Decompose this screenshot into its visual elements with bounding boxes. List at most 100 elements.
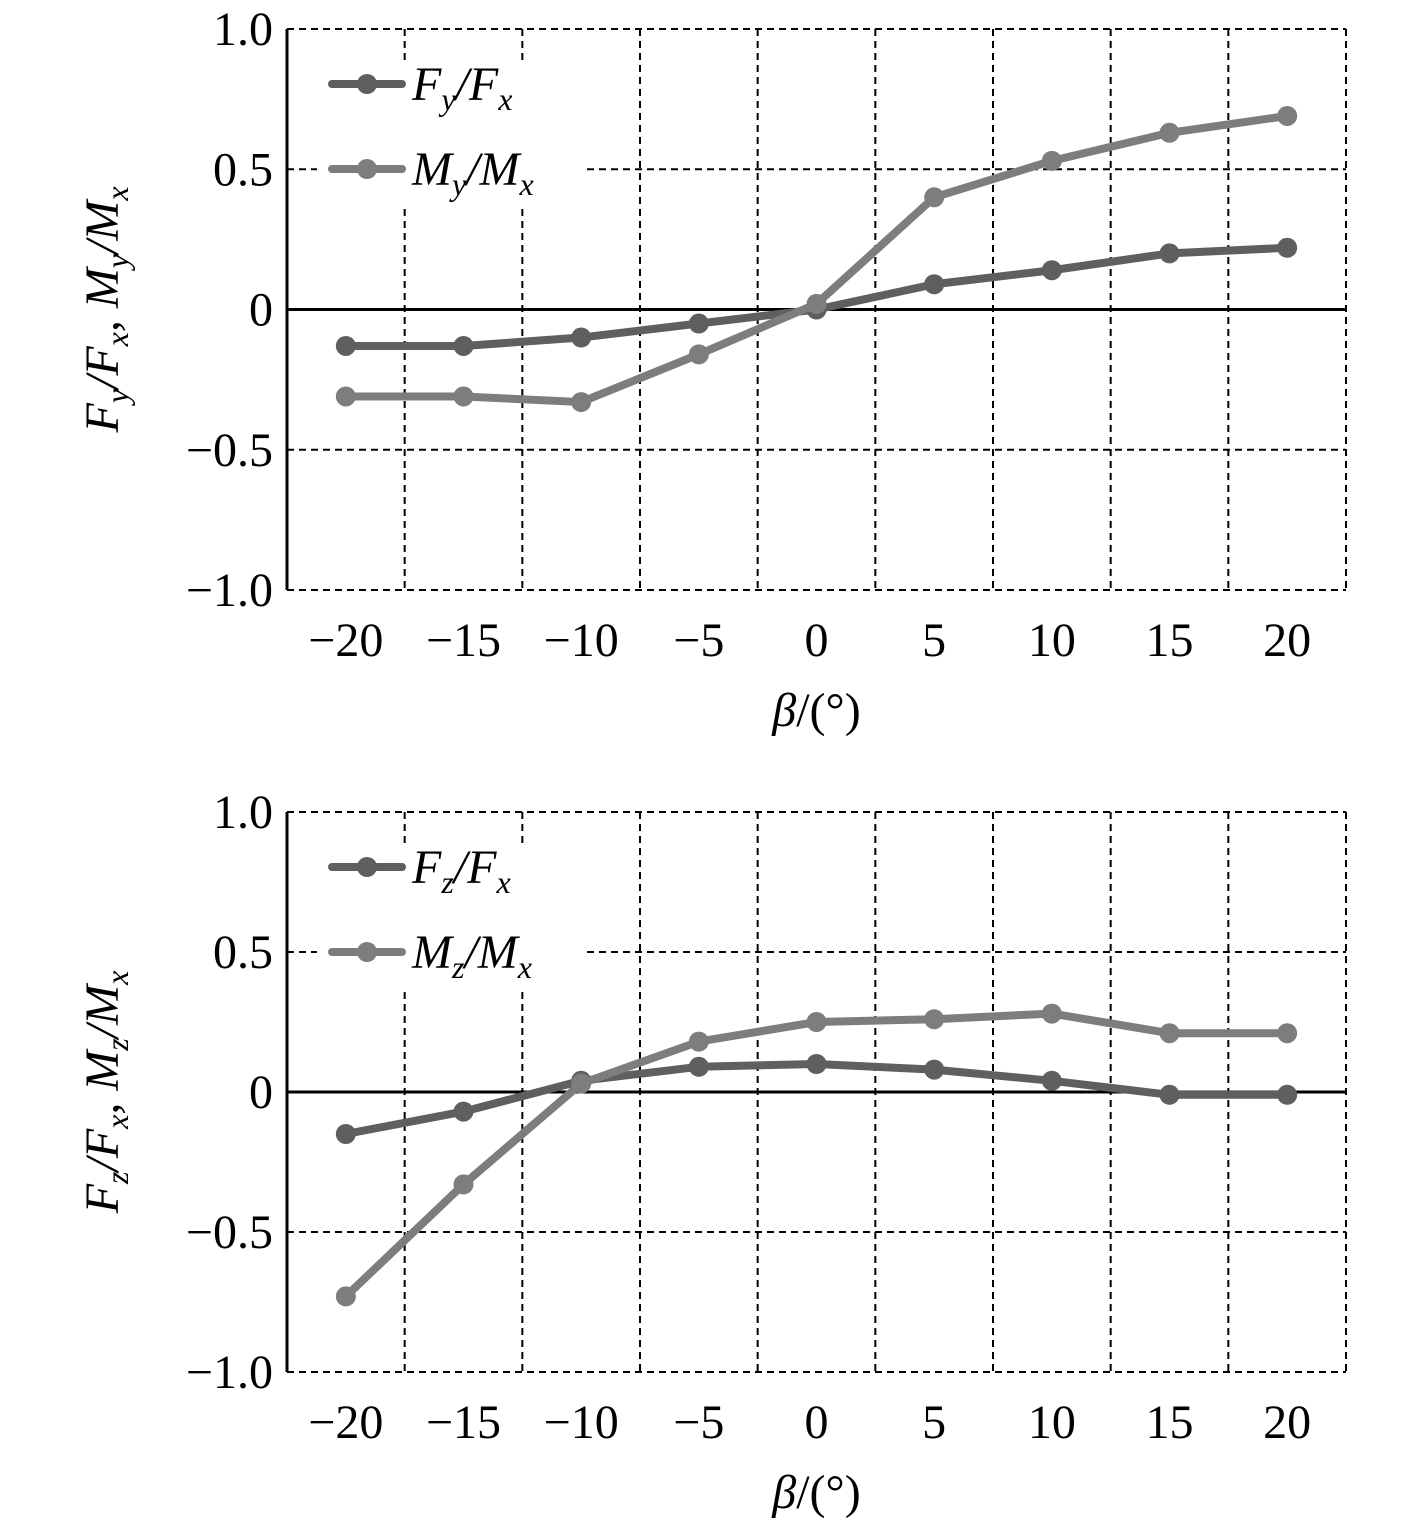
y-label-sub: y xyxy=(99,253,135,271)
y-label-part: , M xyxy=(76,265,129,332)
y-tick-label: 1.0 xyxy=(213,786,273,839)
legend-swatch-marker xyxy=(357,74,377,94)
y-axis-label: Fz/Fx, Mz/Mx xyxy=(76,971,135,1215)
y-label-sub: y xyxy=(99,388,135,406)
y-label-sub: x xyxy=(99,186,135,201)
data-point xyxy=(335,386,356,407)
data-point xyxy=(1041,150,1062,171)
legend-label-part: /F xyxy=(451,841,497,894)
legend-label-sub: z xyxy=(451,949,465,985)
legend-label: Fz/Fx xyxy=(411,841,511,900)
data-point xyxy=(688,313,709,334)
data-point xyxy=(806,293,827,314)
data-point xyxy=(335,335,356,356)
data-point xyxy=(453,1174,474,1195)
y-label-part: /F xyxy=(76,1128,129,1174)
y-label-part: , M xyxy=(76,1048,129,1115)
data-point xyxy=(1041,1070,1062,1091)
y-tick-label: 0 xyxy=(249,284,273,337)
x-tick-label: −10 xyxy=(544,1396,619,1449)
data-point xyxy=(806,1054,827,1074)
y-label-sub: x xyxy=(99,971,135,986)
x-axis-label: β/(°) xyxy=(771,1466,860,1519)
series-line-1 xyxy=(341,1060,1292,1138)
data-point xyxy=(1159,1084,1180,1105)
x-tick-label: 0 xyxy=(805,614,829,667)
x-tick-label: −5 xyxy=(673,1396,724,1449)
x-axis-label: β/(°) xyxy=(771,684,860,737)
x-tick-label: −10 xyxy=(544,614,619,667)
y-tick-label: −0.5 xyxy=(186,424,273,477)
data-point xyxy=(924,1009,945,1030)
x-tick-label: 5 xyxy=(922,614,946,667)
y-label-part: F xyxy=(76,1183,129,1214)
y-tick-label: 0 xyxy=(249,1066,273,1119)
x-tick-label: 20 xyxy=(1263,1396,1311,1449)
y-label-sub: z xyxy=(99,1038,135,1052)
x-tick-label: −5 xyxy=(673,614,724,667)
legend-label-sub: x xyxy=(495,864,510,900)
legend-swatch-marker xyxy=(357,159,377,179)
data-point xyxy=(1277,237,1298,258)
legend-label-sub: y xyxy=(438,81,456,117)
x-tick-label: 5 xyxy=(922,1396,946,1449)
legend-label-part: F xyxy=(411,841,442,894)
legend-label-sub: y xyxy=(449,166,467,202)
x-tick-label: −15 xyxy=(426,1396,501,1449)
data-point xyxy=(924,187,945,208)
legend-label: My/Mx xyxy=(411,143,534,202)
data-point xyxy=(1159,122,1180,143)
y-label-part: F xyxy=(76,403,129,434)
x-tick-label: 20 xyxy=(1263,614,1311,667)
data-point xyxy=(1277,105,1298,126)
legend-swatch-marker xyxy=(357,942,377,962)
chart-panel-2: 1.0 0.5 0 −0.5 −1.0 −20 −15 −10 −5 0 5 10 15 20 β/(°) F… xyxy=(76,786,1347,1519)
y-axis-label: Fy/Fx, My/Mx xyxy=(76,186,135,433)
y-tick-label: −1.0 xyxy=(186,1346,273,1399)
data-point xyxy=(688,1031,709,1052)
x-tick-label: −20 xyxy=(308,614,383,667)
x-axis-label-unit: /(°) xyxy=(796,684,861,737)
x-tick-label: 15 xyxy=(1146,614,1194,667)
y-label-sub: z xyxy=(99,1171,135,1185)
x-axis-label-symbol: β xyxy=(771,684,796,737)
legend-label-part: /F xyxy=(453,58,499,111)
data-point xyxy=(453,386,474,407)
y-tick-label: 1.0 xyxy=(213,3,273,56)
legend-label-sub: x xyxy=(519,166,534,202)
chart-panel-1: 1.0 0.5 0 −0.5 −1.0 −20 −15 −10 −5 0 5 10 15 20 β/(°) F… xyxy=(76,3,1347,737)
legend-label-part: M xyxy=(411,143,455,196)
data-point xyxy=(1159,1023,1180,1044)
y-tick-label: 0.5 xyxy=(213,926,273,979)
data-point xyxy=(571,327,592,348)
legend-label-sub: x xyxy=(497,81,512,117)
x-tick-label: −20 xyxy=(308,1396,383,1449)
legend-label-sub: z xyxy=(440,864,454,900)
x-axis-label-symbol: β xyxy=(771,1466,796,1519)
data-point xyxy=(335,1124,356,1144)
legend-label-sub: x xyxy=(517,949,532,985)
data-point xyxy=(1041,1003,1062,1024)
data-point xyxy=(924,1059,945,1080)
data-point xyxy=(1159,243,1180,264)
data-point xyxy=(453,1101,474,1122)
legend-label-part: F xyxy=(411,58,442,111)
y-tick-label: 0.5 xyxy=(213,143,273,196)
x-axis-label-unit: /(°) xyxy=(796,1466,861,1519)
data-point xyxy=(453,335,474,356)
data-point xyxy=(571,392,592,413)
x-tick-label: −15 xyxy=(426,614,501,667)
data-point xyxy=(924,274,945,295)
y-label-sub: x xyxy=(99,332,135,347)
data-point xyxy=(1041,260,1062,281)
data-point xyxy=(1277,1023,1298,1044)
data-point xyxy=(1277,1084,1298,1105)
y-label-part: /M xyxy=(76,982,129,1041)
legend-label-part: /M xyxy=(463,143,522,196)
x-tick-label: 10 xyxy=(1028,1396,1076,1449)
data-point xyxy=(688,344,709,365)
x-tick-label: 10 xyxy=(1028,614,1076,667)
y-tick-label: −0.5 xyxy=(186,1206,273,1259)
